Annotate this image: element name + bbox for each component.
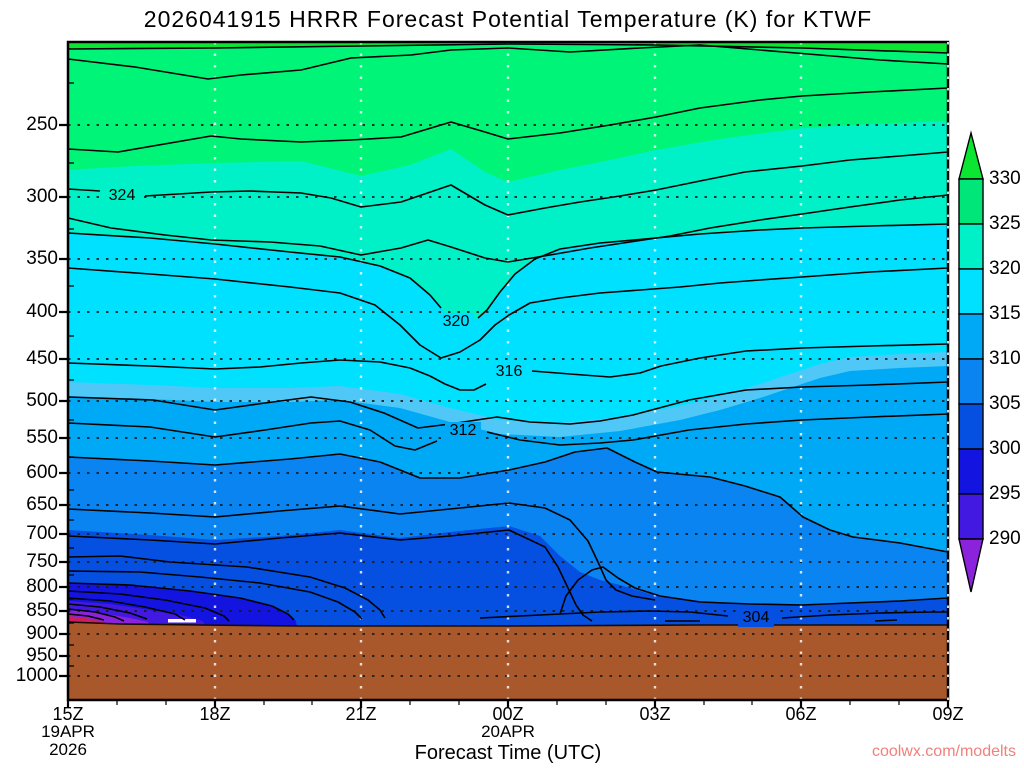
- y-tick-250: 250: [26, 114, 58, 135]
- cb-label-320: 320: [989, 258, 1021, 279]
- cb-label-310: 310: [989, 348, 1021, 369]
- x-date-19apr: 19APR: [41, 722, 95, 741]
- cb-label-330: 330: [989, 168, 1021, 189]
- watermark-text: coolwx.com/modelts: [871, 743, 1016, 760]
- terrain-mask: [67, 621, 948, 700]
- x-date-20apr: 20APR: [481, 722, 535, 741]
- y-tick-550: 550: [26, 427, 58, 448]
- x-tick-18z: 18Z: [199, 704, 231, 724]
- cb-label-295: 295: [989, 483, 1021, 504]
- contour-label-304: 304: [738, 609, 774, 627]
- x-tick-15z: 15Z: [52, 704, 84, 724]
- y-tick-350: 350: [26, 248, 58, 269]
- x-minor-ticks: [116, 700, 900, 705]
- y-tick-700: 700: [26, 523, 58, 544]
- x-date-2026: 2026: [49, 740, 87, 759]
- cb-label-290: 290: [989, 528, 1021, 549]
- chart-title: 2026041915 HRRR Forecast Potential Tempe…: [143, 6, 873, 32]
- y-tick-800: 800: [26, 576, 58, 597]
- theta-contour-lines: [67, 43, 949, 622]
- colorbar: [958, 130, 984, 593]
- y-tick-950: 950: [26, 645, 58, 666]
- x-tick-00z: 00Z: [492, 704, 524, 724]
- y-tick-450: 450: [26, 348, 58, 369]
- y-tick-900: 900: [26, 623, 58, 644]
- y-tick-600: 600: [26, 462, 58, 483]
- cb-label-325: 325: [989, 213, 1021, 234]
- contour-label-320: 320: [438, 313, 474, 331]
- contour-label-316: 316: [491, 363, 527, 381]
- contour-label-312: 312: [445, 422, 481, 440]
- contour-label-324: 324: [104, 187, 140, 205]
- cb-label-300: 300: [989, 438, 1021, 459]
- y-tick-750: 750: [26, 551, 58, 572]
- y-tick-850: 850: [26, 600, 58, 621]
- y-tick-650: 650: [26, 494, 58, 515]
- x-major-ticks: [66, 700, 950, 708]
- x-tick-03z: 03Z: [639, 704, 671, 724]
- x-tick-21z: 21Z: [345, 704, 377, 724]
- cb-label-315: 315: [989, 303, 1021, 324]
- cb-label-305: 305: [989, 393, 1021, 414]
- y-tick-400: 400: [26, 301, 58, 322]
- x-tick-09z: 09Z: [932, 704, 964, 724]
- x-axis-label: Forecast Time (UTC): [414, 742, 602, 764]
- y-tick-300: 300: [26, 186, 58, 207]
- y-tick-1000: 1000: [15, 665, 58, 686]
- y-major-ticks: [59, 123, 68, 678]
- x-tick-06z: 06Z: [785, 704, 817, 724]
- y-tick-500: 500: [26, 390, 58, 411]
- plot-frame: [59, 40, 950, 708]
- y-minor-ticks: [68, 82, 74, 667]
